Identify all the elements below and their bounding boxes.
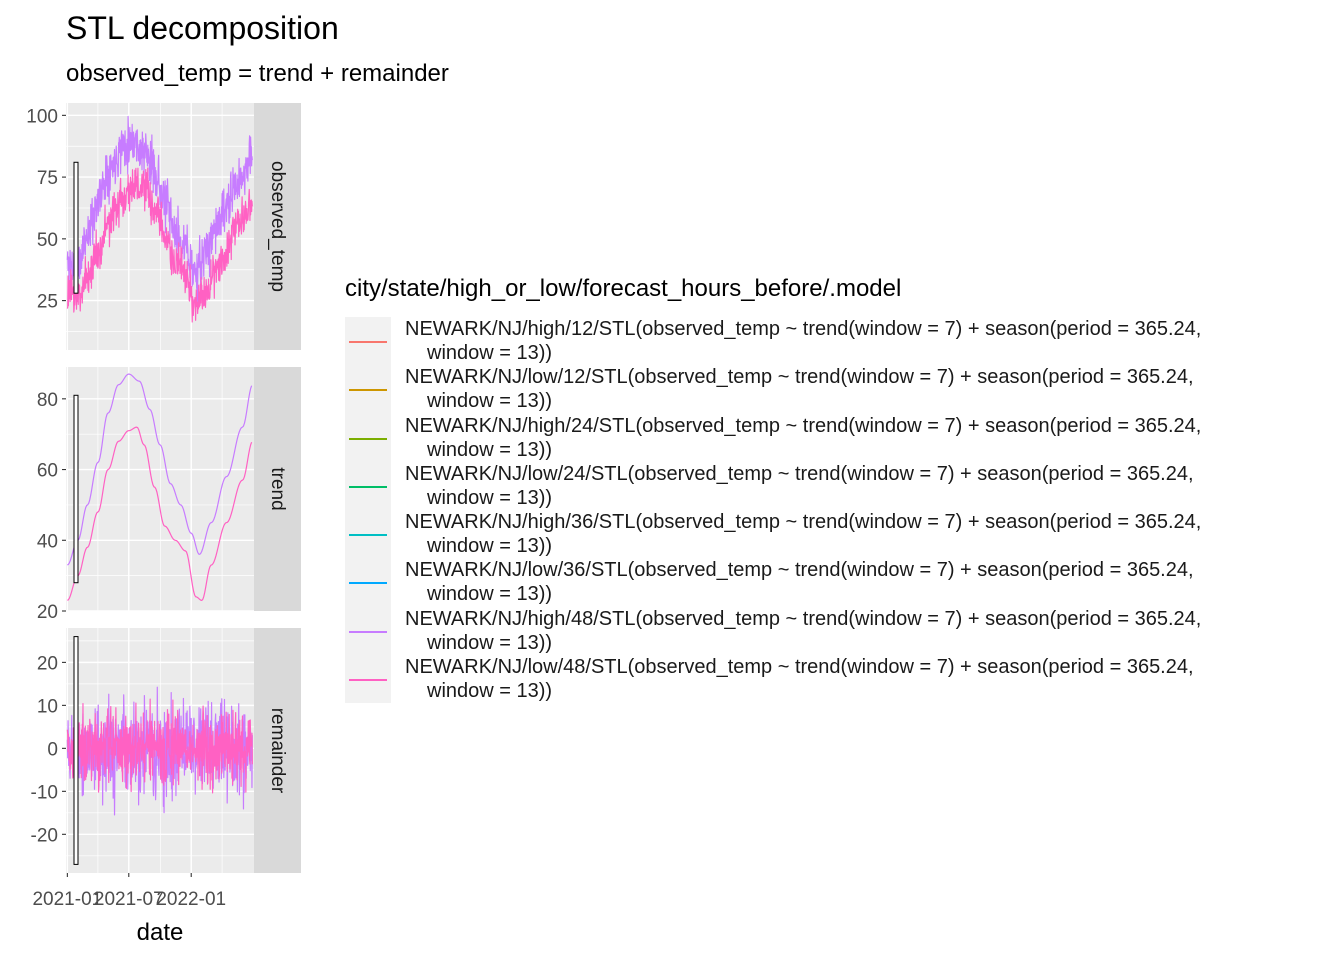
legend-key xyxy=(345,606,391,656)
x-tick-label: 2022-01 xyxy=(156,889,226,910)
legend-swatch xyxy=(349,437,387,440)
legend-item: NEWARK/NJ/high/48/STL(observed_temp ~ tr… xyxy=(345,606,1202,656)
y-tick-label: 0 xyxy=(47,739,58,760)
legend-item: NEWARK/NJ/low/36/STL(observed_temp ~ tre… xyxy=(345,558,1201,607)
legend-label: NEWARK/NJ/high/48/STL(observed_temp ~ tr… xyxy=(405,607,1202,654)
y-tick-label: -10 xyxy=(31,782,58,803)
legend-label: NEWARK/NJ/high/12/STL(observed_temp ~ tr… xyxy=(405,318,1202,364)
legend-swatch xyxy=(349,679,387,682)
legend-item: NEWARK/NJ/high/12/STL(observed_temp ~ tr… xyxy=(345,317,1202,366)
legend-label: NEWARK/NJ/high/24/STL(observed_temp ~ tr… xyxy=(405,414,1202,461)
y-tick-label: 100 xyxy=(26,106,58,127)
legend: city/state/high_or_low/forecast_hours_be… xyxy=(345,275,1202,704)
legend-swatch xyxy=(349,341,387,343)
legend-key xyxy=(345,365,391,414)
legend-swatch xyxy=(349,582,387,585)
y-tick-label: 20 xyxy=(37,602,58,623)
facet-strip xyxy=(254,367,301,611)
x-tick-label: 2021-01 xyxy=(32,889,102,910)
legend-item: NEWARK/NJ/high/24/STL(observed_temp ~ tr… xyxy=(345,413,1202,462)
y-tick-label: 20 xyxy=(37,653,58,674)
facet-strip xyxy=(254,628,301,873)
legend-key xyxy=(345,317,391,366)
y-tick-label: 40 xyxy=(37,531,58,552)
legend-key xyxy=(345,558,391,607)
legend-label: NEWARK/NJ/low/48/STL(observed_temp ~ tre… xyxy=(405,656,1194,703)
chart-subtitle: observed_temp = trend + remainder xyxy=(66,60,449,87)
y-tick-label: 75 xyxy=(37,168,58,189)
legend-label: NEWARK/NJ/low/12/STL(observed_temp ~ tre… xyxy=(405,366,1194,413)
legend-title: city/state/high_or_low/forecast_hours_be… xyxy=(345,275,902,302)
legend-swatch xyxy=(349,485,387,488)
scale-bar xyxy=(73,394,79,584)
legend-key xyxy=(345,510,391,559)
x-axis-label: date xyxy=(137,919,184,946)
series-line xyxy=(66,115,253,304)
y-tick-label: 50 xyxy=(37,230,58,251)
facet-strip-label: remainder xyxy=(267,708,288,794)
legend-key xyxy=(345,655,391,704)
facet-strip-label: observed_temp xyxy=(267,161,288,292)
legend-swatch xyxy=(349,630,387,633)
scale-bar xyxy=(73,636,79,865)
legend-label: NEWARK/NJ/low/36/STL(observed_temp ~ tre… xyxy=(405,559,1194,606)
x-tick-label: 2021-07 xyxy=(94,889,164,910)
legend-item: NEWARK/NJ/low/12/STL(observed_temp ~ tre… xyxy=(345,365,1201,414)
legend-key xyxy=(345,413,391,462)
legend-item: NEWARK/NJ/high/36/STL(observed_temp ~ tr… xyxy=(345,510,1202,559)
facet-strip-label: trend xyxy=(267,467,288,510)
legend-label: NEWARK/NJ/high/36/STL(observed_temp ~ tr… xyxy=(405,511,1202,558)
series-line xyxy=(66,167,253,323)
series-line xyxy=(66,698,253,794)
y-tick-label: 80 xyxy=(37,390,58,411)
legend-key xyxy=(345,461,391,511)
legend-swatch xyxy=(349,534,387,537)
series-line xyxy=(67,426,253,601)
legend-item: NEWARK/NJ/low/48/STL(observed_temp ~ tre… xyxy=(345,655,1201,704)
legend-swatch xyxy=(349,389,387,392)
scale-bar xyxy=(73,161,79,294)
chart-title: STL decomposition xyxy=(66,10,339,46)
y-tick-label: 25 xyxy=(37,292,58,313)
y-tick-label: 10 xyxy=(37,696,58,717)
facet-strip xyxy=(254,103,301,350)
y-tick-label: -20 xyxy=(31,825,58,846)
series-line xyxy=(67,373,253,566)
y-tick-label: 60 xyxy=(37,461,58,482)
legend-item: NEWARK/NJ/low/24/STL(observed_temp ~ tre… xyxy=(345,461,1201,511)
legend-label: NEWARK/NJ/low/24/STL(observed_temp ~ tre… xyxy=(405,462,1194,509)
